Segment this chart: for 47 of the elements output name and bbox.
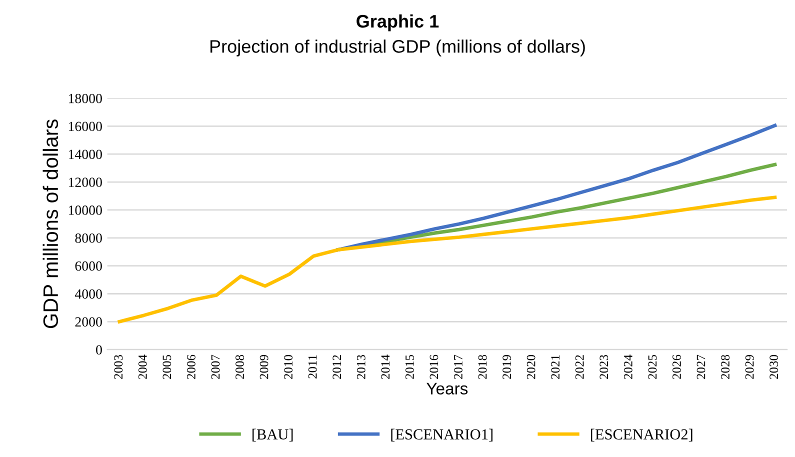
- x-tick-label: 2007: [211, 354, 220, 379]
- x-tick-label: 2030: [770, 354, 778, 379]
- x-tick-label: 2019: [502, 354, 512, 379]
- y-tick-label: 12000: [68, 178, 102, 187]
- y-tick-label: 16000: [68, 122, 102, 132]
- y-tick-label: 14000: [68, 150, 102, 160]
- x-tick-label: 2010: [284, 354, 293, 379]
- x-tick-label: 2026: [672, 354, 681, 379]
- x-axis-title: Years: [426, 382, 468, 394]
- x-tick-label: 2024: [624, 354, 632, 379]
- x-tick-label: 2025: [648, 354, 657, 379]
- chart-subtitle: Projection of industrial GDP (millions of dollars): [210, 40, 585, 56]
- y-tick-label: 6000: [75, 261, 102, 271]
- x-tick-label: 2018: [478, 354, 487, 379]
- x-tick-label: 2008: [236, 354, 244, 379]
- x-tick-label: 2009: [260, 354, 268, 379]
- y-tick-label: 0: [96, 345, 102, 355]
- x-tick-label: 2005: [162, 354, 172, 379]
- x-tick-label: 2020: [526, 354, 536, 379]
- x-tick-label: 2014: [381, 354, 390, 379]
- legend-label: [ESCENARIO2]: [590, 428, 692, 442]
- chart-title: Graphic 1: [356, 14, 439, 32]
- x-tick-label: 2029: [745, 354, 754, 379]
- x-tick-label: 2004: [138, 354, 147, 379]
- x-tick-label: 2028: [721, 354, 730, 379]
- x-tick-label: 2023: [600, 354, 608, 379]
- x-tick-label: 2017: [454, 354, 462, 379]
- y-tick-label: 10000: [68, 206, 102, 215]
- x-tick-label: 2013: [356, 354, 366, 379]
- y-tick-label: 8000: [75, 233, 102, 243]
- x-tick-label: 2027: [696, 354, 706, 379]
- x-tick-label: 2011: [308, 355, 317, 378]
- x-tick-label: 2012: [332, 355, 342, 379]
- x-tick-label: 2003: [114, 354, 123, 379]
- x-tick-label: 2006: [186, 354, 196, 379]
- x-tick-label: 2015: [405, 354, 414, 379]
- y-axis-title: GDP millions of dollars: [42, 120, 58, 328]
- y-tick-label: 18000: [68, 94, 102, 104]
- x-tick-label: 2016: [430, 354, 438, 379]
- x-tick-label: 2021: [551, 355, 560, 379]
- line-series: [118, 196, 777, 324]
- line-series: [336, 162, 777, 252]
- y-tick-label: 2000: [75, 317, 102, 327]
- y-tick-label: 4000: [74, 289, 102, 299]
- legend-label: [ESCENARIO1]: [391, 428, 492, 442]
- legend-label: [BAU]: [252, 428, 293, 442]
- x-tick-label: 2022: [575, 355, 584, 379]
